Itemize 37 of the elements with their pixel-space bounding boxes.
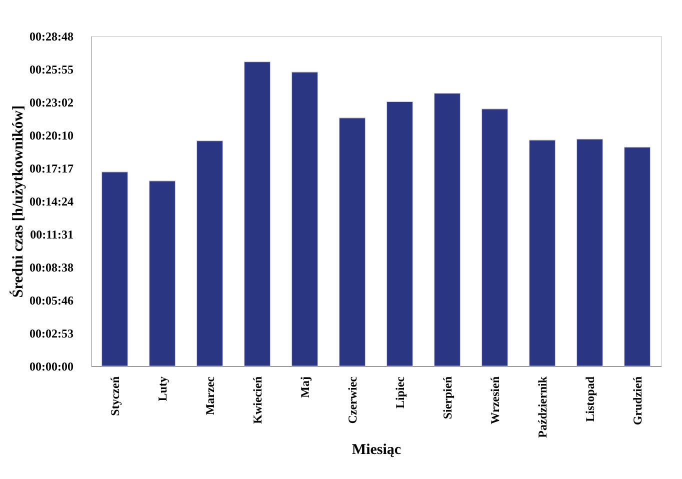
- y-tick-label: 00:05:46: [30, 294, 74, 308]
- x-tick-label: Listopad: [582, 376, 597, 422]
- x-tick-label: Październik: [535, 376, 550, 438]
- y-axis-title: Średni czas [h/użytkowników]: [10, 105, 27, 298]
- y-tick-label: 00:11:31: [30, 228, 74, 242]
- bar: [434, 92, 461, 366]
- y-tick-label: 00:02:53: [30, 326, 74, 340]
- y-tick-label: 00:25:55: [30, 62, 74, 76]
- y-tick-label: 00:14:24: [30, 194, 74, 208]
- bar: [291, 72, 318, 366]
- y-tick-label: 00:17:17: [30, 162, 74, 176]
- x-tick-label: Czerwiec: [345, 376, 360, 424]
- y-tick-label: 00:23:02: [30, 96, 74, 110]
- y-tick-label: 00:00:00: [30, 360, 74, 374]
- bar: [386, 101, 414, 366]
- x-tick-label: Sierpień: [440, 376, 454, 420]
- bar: [481, 108, 508, 366]
- x-tick-label: Luty: [155, 376, 170, 402]
- x-tick-label: Marzec: [202, 376, 217, 416]
- x-tick-label: Lipiec: [392, 376, 407, 408]
- y-tick-label: 00:28:48: [30, 30, 74, 44]
- bar: [196, 140, 224, 366]
- y-tick-label: 00:20:10: [30, 128, 74, 142]
- x-tick-label: Grudzień: [630, 376, 644, 426]
- x-tick-label: Wrzesień: [488, 376, 502, 424]
- x-tick-label: Styczeń: [108, 376, 122, 416]
- x-tick-label: Maj: [298, 376, 312, 398]
- bar: [148, 180, 176, 366]
- x-axis-title: Miesiąc: [352, 442, 402, 458]
- bar: [338, 118, 366, 366]
- bar: [244, 61, 271, 366]
- x-tick-label: Kwiecień: [250, 376, 264, 424]
- bar: [101, 172, 128, 366]
- bar: [624, 146, 651, 366]
- y-tick-label: 00:08:38: [30, 260, 74, 274]
- bar: [528, 140, 556, 366]
- bar: [576, 138, 604, 366]
